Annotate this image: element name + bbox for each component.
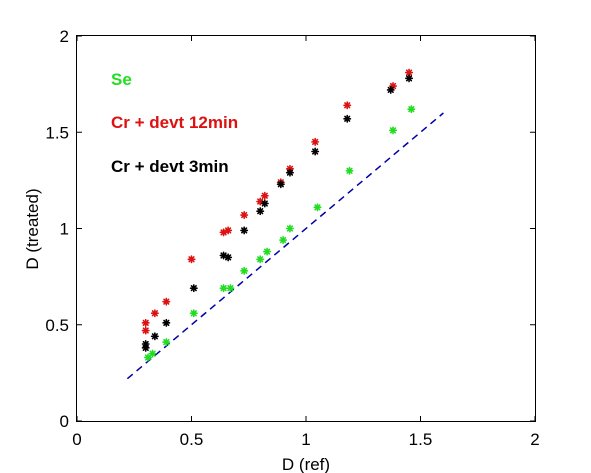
- x-tick-label: 1: [301, 430, 310, 449]
- point-cr-devt-3min: [162, 318, 171, 327]
- point-cr-devt-3min: [343, 114, 352, 123]
- y-tick-label: 1: [60, 220, 69, 239]
- point-cr-devt-12min: [240, 211, 249, 220]
- y-tick-label: 0: [60, 412, 69, 431]
- point-cr-devt-12min: [405, 68, 414, 77]
- point-cr-devt-3min: [386, 85, 395, 94]
- point-se: [263, 247, 272, 256]
- series-cr-devt-3min: [141, 74, 414, 352]
- data-points: [141, 68, 416, 362]
- x-tick-label: 0: [72, 430, 81, 449]
- point-cr-devt-3min: [141, 339, 150, 349]
- point-cr-devt-12min: [187, 255, 196, 264]
- point-se: [240, 266, 249, 275]
- y-tick-label: 2: [60, 27, 69, 46]
- legend: Se Cr + devt 12min Cr + devt 3min: [111, 70, 238, 176]
- reference-line: [126, 112, 444, 380]
- point-se: [407, 105, 416, 114]
- y-tick-label: 1.5: [45, 123, 69, 142]
- point-se: [219, 284, 228, 293]
- point-se: [279, 236, 288, 245]
- x-tick-label: 1.5: [409, 430, 433, 449]
- legend-entry: Cr + devt 12min: [111, 113, 238, 132]
- point-cr-devt-3min: [285, 168, 294, 177]
- x-tick-labels: 0 0.5 1 1.5 2: [72, 430, 539, 449]
- point-cr-devt-12min: [141, 326, 150, 335]
- point-cr-devt-12min: [150, 309, 159, 318]
- point-cr-devt-12min: [311, 137, 320, 146]
- axis-ticks: [76, 35, 536, 422]
- point-se: [148, 349, 157, 358]
- point-cr-devt-12min: [224, 226, 233, 235]
- series-se: [143, 105, 416, 362]
- y-tick-label: 0.5: [45, 316, 69, 335]
- point-cr-devt-3min: [240, 226, 249, 235]
- point-cr-devt-12min: [162, 297, 171, 306]
- point-cr-devt-3min: [189, 284, 198, 293]
- point-se: [226, 284, 235, 293]
- point-cr-devt-3min: [311, 147, 320, 156]
- point-se: [313, 203, 322, 212]
- point-cr-devt-12min: [343, 101, 352, 110]
- x-axis-label: D (ref): [282, 455, 330, 473]
- point-se: [189, 309, 198, 318]
- point-cr-devt-12min: [260, 191, 269, 200]
- point-cr-devt-3min: [276, 180, 285, 189]
- point-se: [256, 255, 265, 264]
- point-cr-devt-3min: [150, 332, 159, 341]
- point-cr-devt-3min: [260, 199, 269, 208]
- point-se: [389, 126, 398, 135]
- x-tick-label: 0.5: [180, 430, 204, 449]
- point-se: [285, 224, 294, 233]
- legend-entry: Cr + devt 3min: [111, 157, 229, 176]
- x-tick-label: 2: [530, 430, 539, 449]
- point-cr-devt-3min: [224, 253, 233, 262]
- y-tick-labels: 0 0.5 1 1.5 2: [45, 27, 69, 431]
- point-se: [345, 166, 354, 175]
- point-se: [162, 338, 171, 347]
- y-axis-label: D (treated): [23, 188, 42, 269]
- point-cr-devt-3min: [405, 74, 414, 83]
- point-cr-devt-12min: [141, 318, 150, 327]
- point-cr-devt-3min: [256, 207, 265, 216]
- legend-entry: Se: [111, 70, 132, 89]
